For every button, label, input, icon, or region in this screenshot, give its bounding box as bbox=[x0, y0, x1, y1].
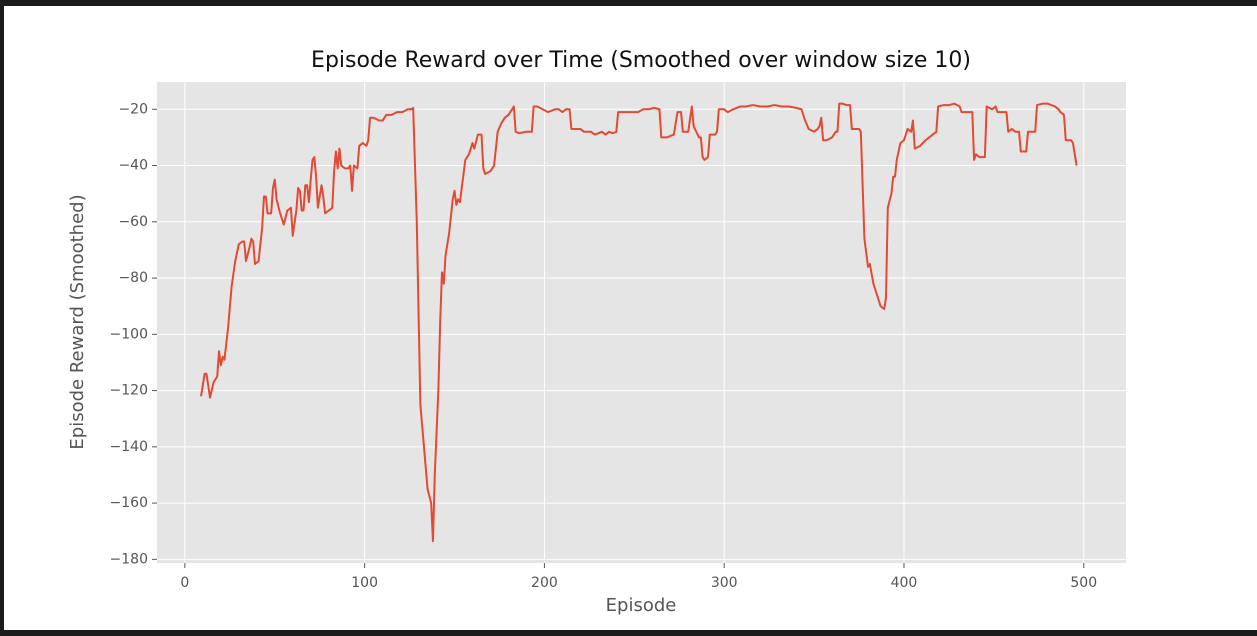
y-tick-label: −120 bbox=[110, 383, 148, 399]
chart-title: Episode Reward over Time (Smoothed over … bbox=[311, 48, 971, 73]
chart: Episode Reward over Time (Smoothed over … bbox=[67, 48, 1126, 616]
y-tick-label: −180 bbox=[110, 551, 148, 567]
x-tick-label: 100 bbox=[351, 575, 378, 591]
x-tick-label: 400 bbox=[891, 575, 918, 591]
y-tick-label: −160 bbox=[110, 495, 148, 511]
x-tick-label: 200 bbox=[531, 575, 558, 591]
y-tick-label: −60 bbox=[118, 214, 148, 230]
x-tick-label: 0 bbox=[180, 575, 189, 591]
y-tick-label: −20 bbox=[118, 101, 148, 117]
x-tick-label: 300 bbox=[711, 575, 738, 591]
plot-area bbox=[157, 82, 1126, 563]
data-line bbox=[200, 102, 1078, 543]
x-axis-label: Episode bbox=[606, 595, 677, 616]
y-tick-label: −40 bbox=[118, 158, 148, 174]
y-tick-label: −140 bbox=[110, 439, 148, 455]
y-tick-label: −100 bbox=[110, 326, 148, 342]
y-axis-label: Episode Reward (Smoothed) bbox=[67, 194, 88, 449]
y-tick-label: −80 bbox=[118, 270, 148, 286]
x-tick-label: 500 bbox=[1070, 575, 1097, 591]
screenshot: Episode Reward over Time (Smoothed over … bbox=[4, 6, 1257, 630]
